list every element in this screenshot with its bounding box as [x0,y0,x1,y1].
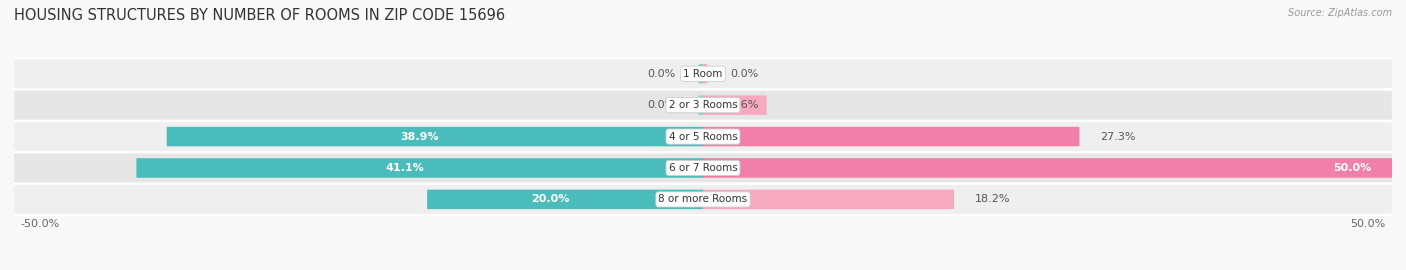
Text: 50.0%: 50.0% [1350,219,1385,229]
FancyBboxPatch shape [167,127,703,146]
FancyBboxPatch shape [703,64,707,83]
Text: 4.6%: 4.6% [731,100,759,110]
FancyBboxPatch shape [13,58,1393,89]
FancyBboxPatch shape [703,95,766,115]
Text: 0.0%: 0.0% [731,69,759,79]
Text: 0.0%: 0.0% [647,100,675,110]
FancyBboxPatch shape [13,184,1393,215]
FancyBboxPatch shape [703,158,1392,178]
FancyBboxPatch shape [427,190,703,209]
Text: 2 or 3 Rooms: 2 or 3 Rooms [669,100,737,110]
Text: 1 Room: 1 Room [683,69,723,79]
FancyBboxPatch shape [703,127,1080,146]
Text: 18.2%: 18.2% [974,194,1010,204]
Text: 0.0%: 0.0% [647,69,675,79]
Text: -50.0%: -50.0% [21,219,60,229]
FancyBboxPatch shape [703,190,955,209]
Text: HOUSING STRUCTURES BY NUMBER OF ROOMS IN ZIP CODE 15696: HOUSING STRUCTURES BY NUMBER OF ROOMS IN… [14,8,505,23]
FancyBboxPatch shape [13,90,1393,121]
FancyBboxPatch shape [13,121,1393,152]
Text: 41.1%: 41.1% [385,163,425,173]
Text: Source: ZipAtlas.com: Source: ZipAtlas.com [1288,8,1392,18]
FancyBboxPatch shape [699,64,703,83]
FancyBboxPatch shape [136,158,703,178]
Text: 27.3%: 27.3% [1099,131,1135,141]
Text: 4 or 5 Rooms: 4 or 5 Rooms [669,131,737,141]
Text: 50.0%: 50.0% [1333,163,1371,173]
Text: 38.9%: 38.9% [401,131,439,141]
FancyBboxPatch shape [13,153,1393,184]
Text: 6 or 7 Rooms: 6 or 7 Rooms [669,163,737,173]
Text: 20.0%: 20.0% [531,194,569,204]
Text: 8 or more Rooms: 8 or more Rooms [658,194,748,204]
FancyBboxPatch shape [699,95,703,115]
